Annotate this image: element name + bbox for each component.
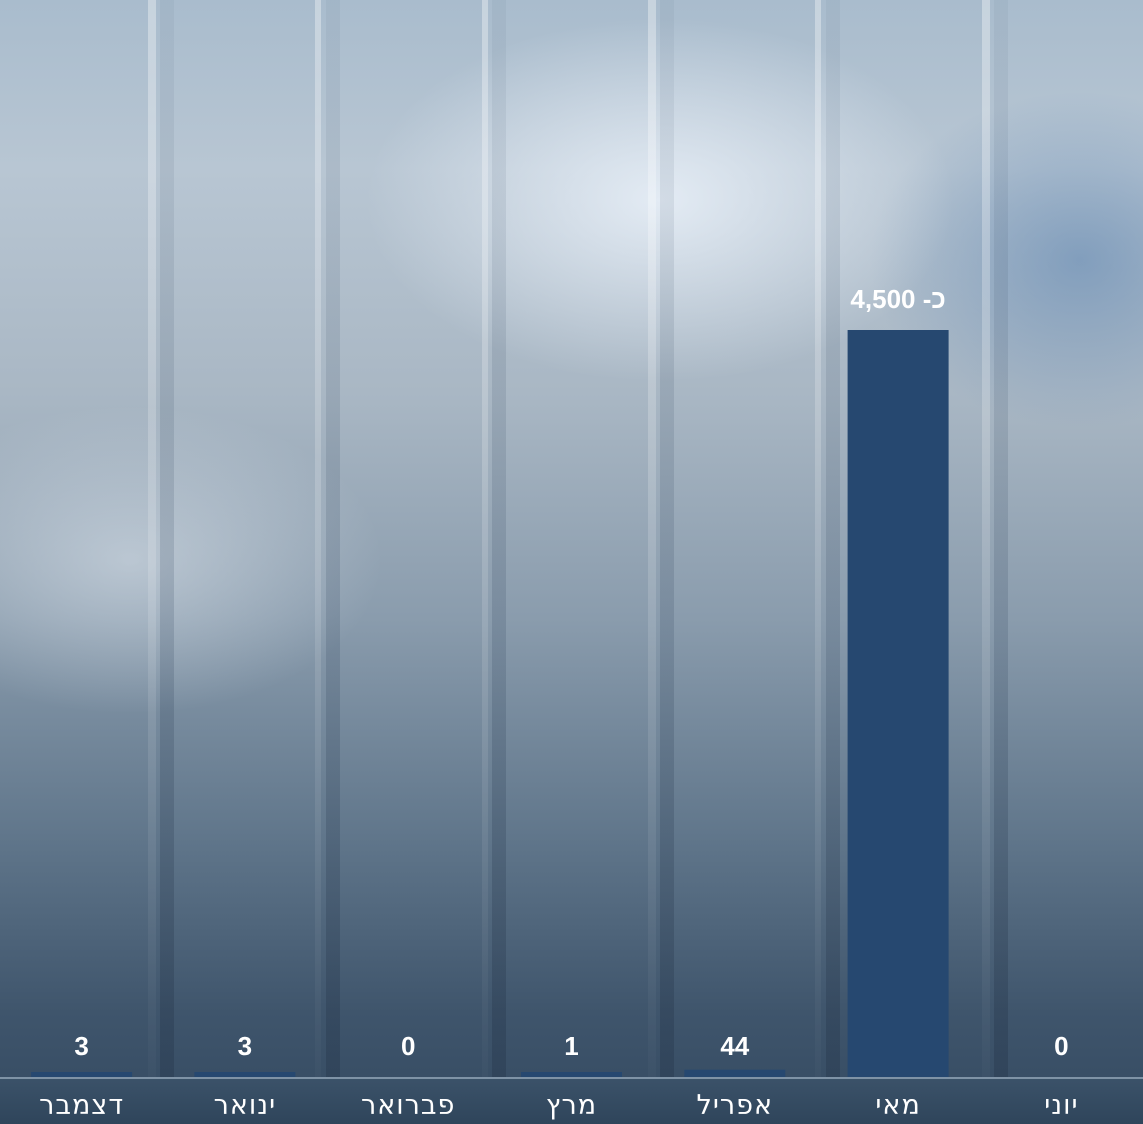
x-axis-line	[0, 1077, 1143, 1079]
category-axis-band	[0, 1078, 1143, 1124]
data-label: 0	[1054, 1031, 1069, 1061]
category-label: מרץ	[545, 1090, 598, 1121]
data-label: 0	[400, 1031, 416, 1061]
category-label: פברואר	[361, 1090, 456, 1121]
data-label: 3	[74, 1031, 89, 1061]
data-label: 1	[564, 1031, 579, 1061]
bar-6	[847, 330, 949, 1077]
data-label: 44	[720, 1031, 750, 1061]
category-label: דצמבר	[39, 1090, 125, 1121]
bar-2	[194, 1072, 296, 1077]
category-label: יוני	[1044, 1090, 1079, 1121]
bar-4	[521, 1072, 622, 1077]
category-label: ינואר	[213, 1090, 277, 1121]
bar-1	[31, 1072, 133, 1077]
category-label: מאי	[875, 1090, 921, 1121]
data-label: 3	[237, 1031, 253, 1061]
bar-5	[684, 1069, 786, 1077]
category-label: אפריל	[696, 1090, 774, 1121]
data-label: כ- 4,500	[850, 284, 946, 314]
